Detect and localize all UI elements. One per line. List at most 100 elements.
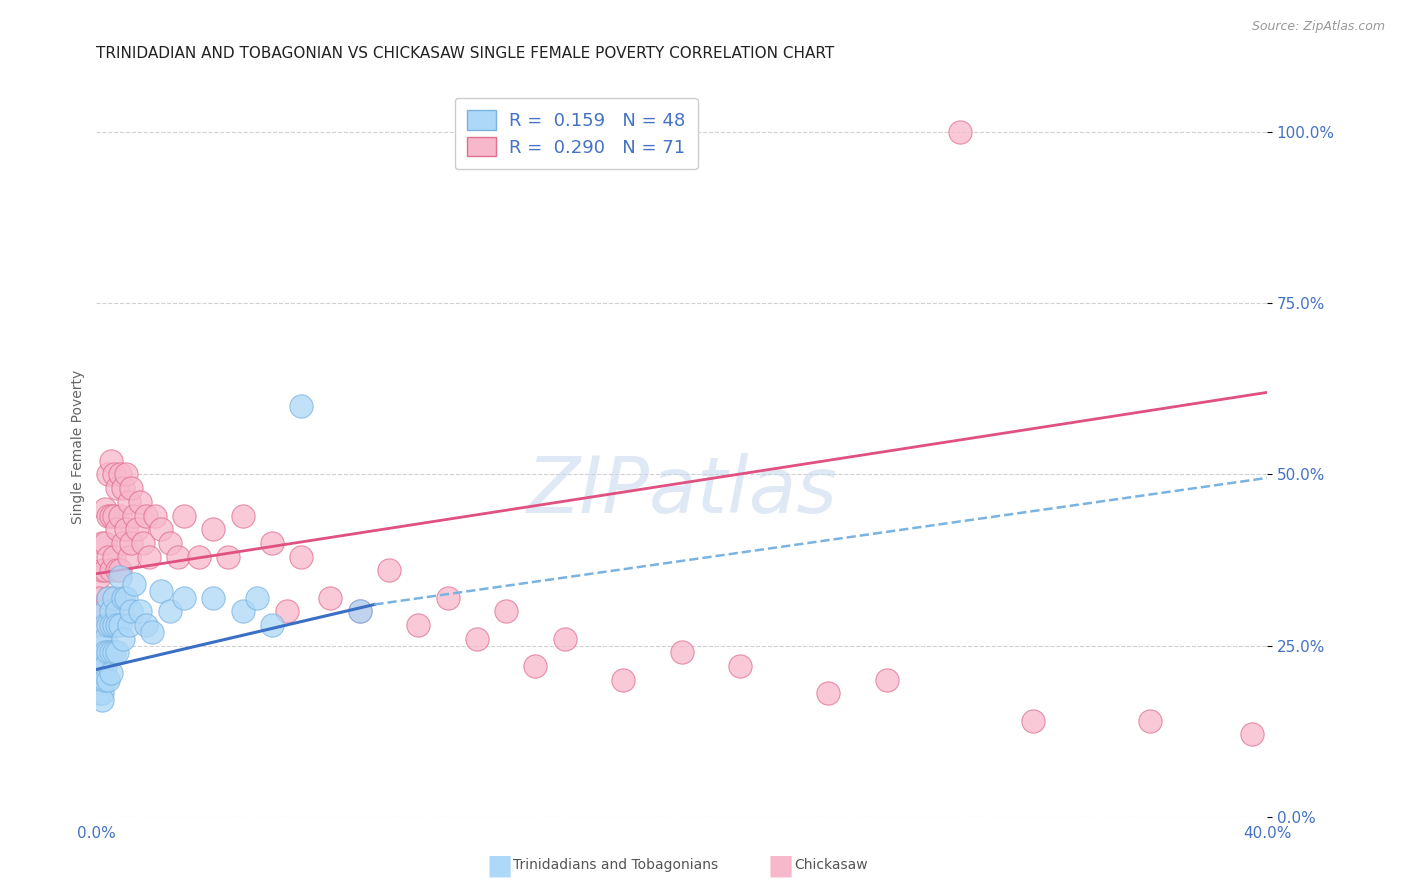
Point <box>114 591 136 605</box>
Point <box>91 659 114 673</box>
Point <box>97 591 120 605</box>
Legend: R =  0.159   N = 48, R =  0.290   N = 71: R = 0.159 N = 48, R = 0.290 N = 71 <box>454 98 697 169</box>
Point <box>100 454 122 468</box>
Point <box>117 549 139 564</box>
Point <box>94 563 117 577</box>
Point <box>167 549 190 564</box>
Point <box>103 591 125 605</box>
Point <box>105 481 128 495</box>
Point <box>949 125 972 139</box>
Point <box>91 686 114 700</box>
Point <box>349 604 371 618</box>
Point <box>319 591 342 605</box>
Point <box>108 467 131 482</box>
Point <box>114 467 136 482</box>
Point <box>232 508 254 523</box>
Point <box>612 673 634 687</box>
Point <box>114 522 136 536</box>
Point <box>495 604 517 618</box>
Point <box>105 604 128 618</box>
Point <box>103 591 125 605</box>
Text: TRINIDADIAN AND TOBAGONIAN VS CHICKASAW SINGLE FEMALE POVERTY CORRELATION CHART: TRINIDADIAN AND TOBAGONIAN VS CHICKASAW … <box>97 46 835 62</box>
Point <box>97 549 120 564</box>
Point <box>554 632 576 646</box>
Point <box>103 618 125 632</box>
Point <box>89 570 111 584</box>
Point <box>121 536 143 550</box>
Point <box>100 508 122 523</box>
Point <box>105 522 128 536</box>
Point <box>94 618 117 632</box>
Point <box>129 495 152 509</box>
Point <box>91 639 114 653</box>
Point <box>89 618 111 632</box>
Point <box>246 591 269 605</box>
Point <box>876 673 898 687</box>
Point <box>89 591 111 605</box>
Point <box>276 604 298 618</box>
Point <box>1022 714 1045 728</box>
Point <box>94 604 117 618</box>
Point <box>135 618 157 632</box>
Point <box>100 665 122 680</box>
Point <box>91 693 114 707</box>
Point <box>124 577 146 591</box>
Point <box>91 604 114 618</box>
Point <box>124 508 146 523</box>
Point <box>103 508 125 523</box>
Point <box>100 604 122 618</box>
Point <box>465 632 488 646</box>
Point <box>91 536 114 550</box>
Point <box>173 508 195 523</box>
Point <box>187 549 209 564</box>
Text: Chickasaw: Chickasaw <box>794 858 868 872</box>
Point <box>94 673 117 687</box>
Point <box>202 522 225 536</box>
Point <box>260 618 283 632</box>
Point <box>1139 714 1161 728</box>
Point <box>97 645 120 659</box>
Point <box>89 686 111 700</box>
Point <box>94 501 117 516</box>
Point <box>111 536 134 550</box>
Point <box>149 522 172 536</box>
Text: ■: ■ <box>486 851 512 880</box>
Text: ZIPatlas: ZIPatlas <box>526 453 837 530</box>
Point <box>103 645 125 659</box>
Point <box>143 508 166 523</box>
Point <box>94 604 117 618</box>
Point <box>202 591 225 605</box>
Point <box>103 467 125 482</box>
Point <box>97 673 120 687</box>
Point <box>260 536 283 550</box>
Point <box>290 399 312 413</box>
Point <box>94 536 117 550</box>
Point <box>100 563 122 577</box>
Point <box>108 563 131 577</box>
Point <box>105 563 128 577</box>
Y-axis label: Single Female Poverty: Single Female Poverty <box>72 370 86 524</box>
Point <box>97 508 120 523</box>
Point <box>111 591 134 605</box>
Point <box>135 508 157 523</box>
Text: Trinidadians and Tobagonians: Trinidadians and Tobagonians <box>513 858 718 872</box>
Point <box>817 686 839 700</box>
Point <box>97 591 120 605</box>
Point <box>108 570 131 584</box>
Point <box>217 549 239 564</box>
Point <box>436 591 458 605</box>
Point <box>91 673 114 687</box>
Point <box>108 508 131 523</box>
Point <box>94 659 117 673</box>
Point <box>111 632 134 646</box>
Point <box>91 563 114 577</box>
Point <box>728 659 751 673</box>
Point <box>149 583 172 598</box>
Point <box>94 645 117 659</box>
Point <box>97 467 120 482</box>
Point <box>671 645 693 659</box>
Point <box>408 618 430 632</box>
Point <box>105 645 128 659</box>
Point <box>141 624 163 639</box>
Point <box>100 645 122 659</box>
